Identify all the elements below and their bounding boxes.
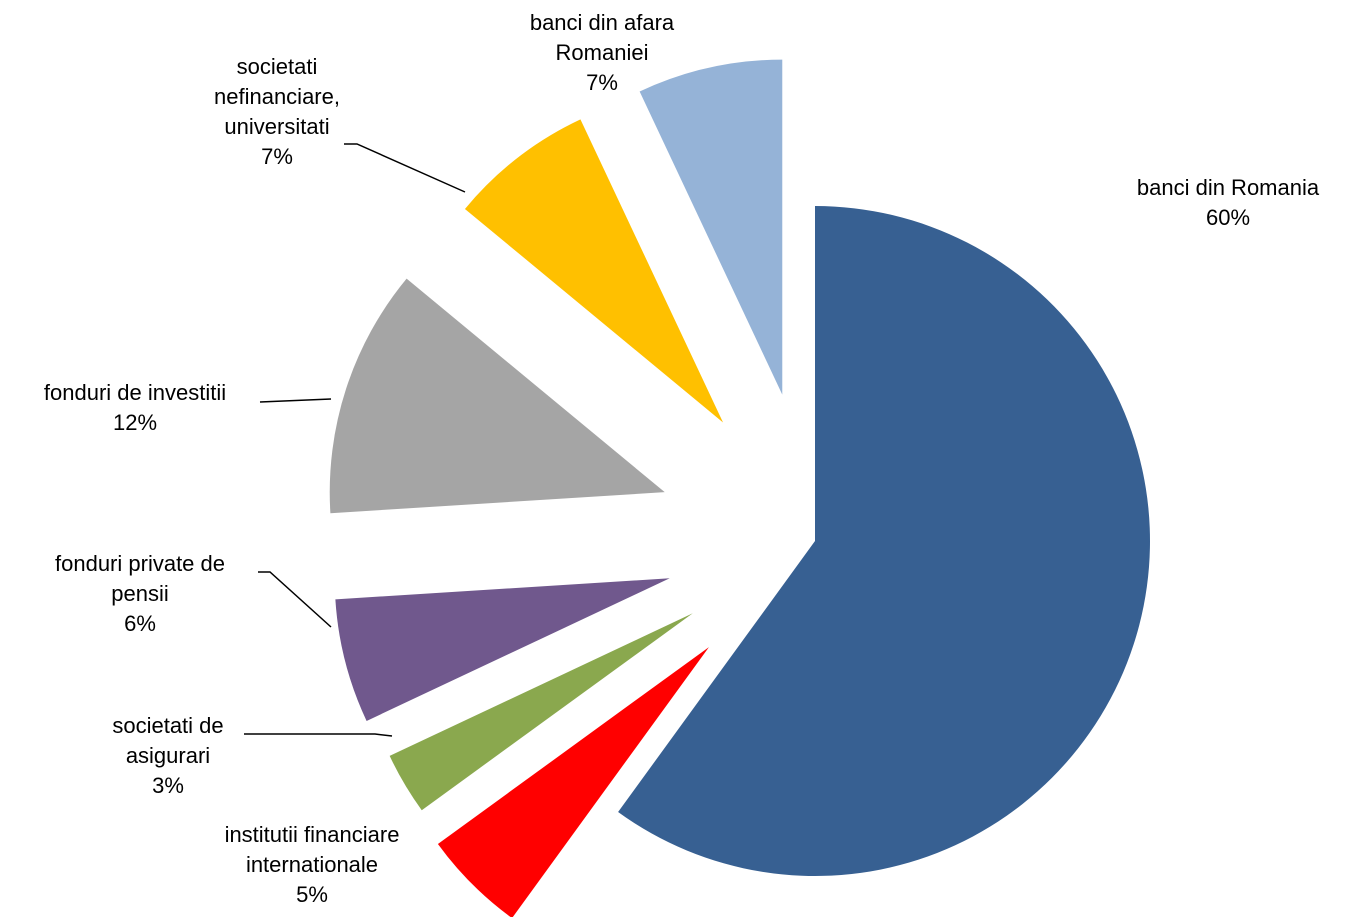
slice-label-line: pensii: [111, 581, 168, 606]
slice-label-line: universitati: [224, 114, 329, 139]
pie-slice-institutii-financiare-internationale: [437, 647, 709, 917]
slice-label-line: 3%: [152, 773, 184, 798]
slice-label-banci-din-afara-romaniei: banci din afara Romaniei 7%: [530, 10, 675, 95]
slice-label-line: societati: [237, 54, 318, 79]
pie-slices: [329, 59, 1150, 917]
pie-slice-banci-din-romania: [618, 206, 1150, 877]
slice-label-line: institutii financiare: [225, 822, 400, 847]
slice-label-institutii-financiare-internationale: institutii financiare internationale 5%: [225, 822, 400, 907]
slice-label-societati-nefinanciare-universitati: societati nefinanciare, universitati 7%: [214, 54, 340, 169]
slice-label-line: internationale: [246, 852, 378, 877]
pie-slice-societati-de-asigurari: [389, 613, 693, 811]
slice-label-line: banci din Romania: [1137, 175, 1320, 200]
slice-label-line: 12%: [113, 410, 157, 435]
pie-slice-banci-din-afara-romaniei: [639, 59, 783, 395]
pie-slice-fonduri-de-investitii: [329, 278, 665, 514]
slice-label-fonduri-de-investitii: fonduri de investitii 12%: [44, 380, 226, 435]
slice-label-banci-din-romania: banci din Romania 60%: [1137, 175, 1320, 230]
leader-line-fonduri-de-investitii: [259, 398, 332, 403]
slice-label-fonduri-private-de-pensii: fonduri private de pensii 6%: [55, 551, 225, 636]
slice-label-line: asigurari: [126, 743, 210, 768]
slice-label-societati-de-asigurari: societati de asigurari 3%: [112, 713, 223, 798]
slice-label-line: 60%: [1206, 205, 1250, 230]
slice-label-line: banci din afara: [530, 10, 675, 35]
leader-line-societati-de-asigurari: [244, 733, 393, 737]
slice-label-line: Romaniei: [556, 40, 649, 65]
leader-line-fonduri-private-de-pensii: [258, 571, 332, 628]
slice-label-line: fonduri private de: [55, 551, 225, 576]
pie-slice-societati-nefinanciare-universitati: [464, 119, 724, 423]
slice-label-line: 7%: [586, 70, 618, 95]
slice-label-line: 7%: [261, 144, 293, 169]
slice-label-line: 5%: [296, 882, 328, 907]
slice-label-line: societati de: [112, 713, 223, 738]
slice-label-line: fonduri de investitii: [44, 380, 226, 405]
slice-label-line: nefinanciare,: [214, 84, 340, 109]
slice-label-line: 6%: [124, 611, 156, 636]
leader-line-societati-nefinanciare-universitati: [344, 143, 466, 193]
slice-labels: banci din Romania 60% institutii financiar…: [44, 10, 1320, 907]
leader-lines: [244, 143, 466, 737]
pie-slice-fonduri-private-de-pensii: [335, 578, 670, 721]
